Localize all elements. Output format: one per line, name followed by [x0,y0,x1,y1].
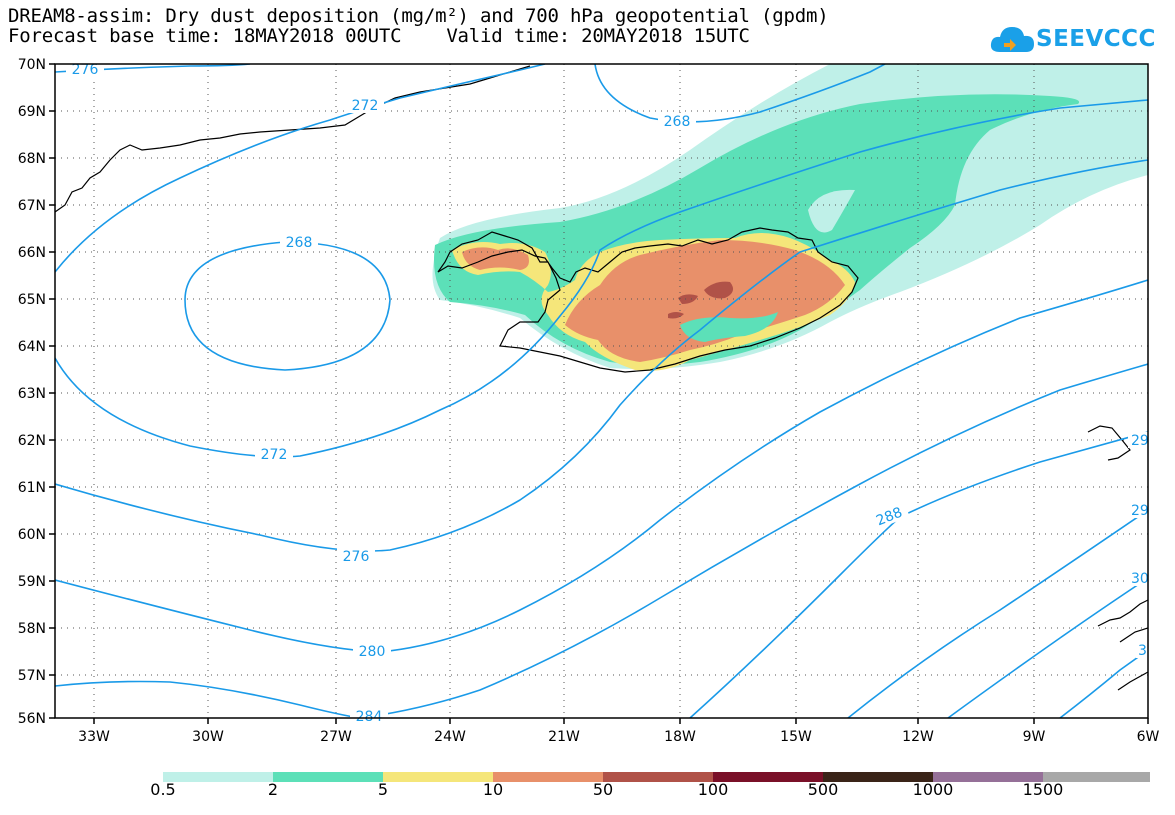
lat-label: 56N [18,711,46,727]
lat-label: 63N [18,386,46,402]
legend-swatch [383,772,493,782]
lat-label: 67N [18,198,46,214]
lat-label: 65N [18,292,46,308]
legend-label: 2 [267,780,279,799]
legend-swatch [1043,772,1150,782]
deposition-50-spot-2 [678,294,698,304]
contour-label: 30 [1131,571,1149,587]
contour-label: 276 [343,549,370,565]
deposition-clear-pocket [808,189,855,233]
map-title: DREAM8-assim: Dry dust deposition (mg/m²… [8,5,829,27]
contour-288 [689,431,1148,718]
lon-label: 24W [434,729,466,745]
legend-swatch [713,772,823,782]
contour-280 [55,279,1148,653]
deposition-clear-band [680,312,778,342]
contour-label: 29 [1131,503,1149,519]
lat-label: 68N [18,151,46,167]
geopotential-contours [55,64,1148,718]
legend-label: 100 [697,780,729,799]
lon-label: 30W [192,729,224,745]
lon-label: 21W [548,729,580,745]
lon-label: 27W [320,729,352,745]
legend-swatch [933,772,1043,782]
legend-swatch [493,772,603,782]
lat-label: 64N [18,339,46,355]
legend-swatch [273,772,383,782]
contour-label: 268 [286,235,313,251]
lon-label: 33W [78,729,110,745]
contour-268-northeast [594,64,886,123]
forecast-times: Forecast base time: 18MAY2018 00UTC Vali… [8,25,750,47]
legend-label: 1500 [1022,780,1064,799]
contour-label: 288 [874,505,905,530]
contour-272-north [55,64,546,273]
greenland-coast [55,65,531,213]
contour-label: 272 [261,447,288,463]
legend-label: 5 [377,780,389,799]
contour-labels: 276 272 268 268 272 276 280 284 288 29 2… [66,61,1149,725]
iceland-coast [437,227,859,373]
legend-label: 500 [807,780,839,799]
contour-284 [55,363,1148,718]
contour-label: 29 [1131,433,1149,449]
legend-label: 0.5 [150,780,176,799]
lat-label: 69N [18,104,46,120]
legend-swatch [603,772,713,782]
contour-268-closed-low [184,241,391,371]
contour-300 [1059,649,1148,718]
legend-label: 50 [592,780,614,799]
contour-label: 272 [352,98,379,114]
contour-label: 276 [72,62,99,78]
latitude-labels: 70N 69N 68N 67N 66N 65N 64N 63N 62N 61N … [18,57,46,727]
color-legend [163,772,1150,782]
logo-text: SEEVCCC [1036,26,1156,52]
cloud-icon [990,27,1034,52]
lon-label: 9W [1023,729,1046,745]
map-frame [54,63,1149,719]
lat-label: 60N [18,527,46,543]
lat-label: 58N [18,621,46,637]
lat-label: 70N [18,57,46,73]
legend-label: 1000 [912,780,954,799]
seevccc-logo: SEEVCCC [990,18,1160,60]
longitude-labels: 33W 30W 27W 24W 21W 18W 15W 12W 9W 6W [78,729,1159,745]
dust-deposition-shading [432,64,1148,371]
lon-label: 15W [780,729,812,745]
contour-276-south [55,159,1148,552]
lat-label: 61N [18,480,46,496]
lat-label: 57N [18,668,46,684]
axis-ticks [49,63,1149,724]
lat-label: 59N [18,574,46,590]
contour-292 [847,509,1148,718]
lon-label: 6W [1137,729,1160,745]
deposition-50-spot-1 [704,281,734,299]
lat-label: 62N [18,433,46,449]
contour-296 [947,577,1148,718]
contour-272-south [55,99,1148,458]
lon-label: 12W [902,729,934,745]
contour-label: 268 [664,114,691,130]
lon-label: 18W [664,729,696,745]
legend-swatch [163,772,273,782]
legend-swatch [823,772,933,782]
legend-label: 10 [482,780,504,799]
contour-label: 284 [356,709,383,725]
contour-label: 280 [359,644,386,660]
lat-label: 66N [18,245,46,261]
contour-label: 3 [1138,643,1147,659]
